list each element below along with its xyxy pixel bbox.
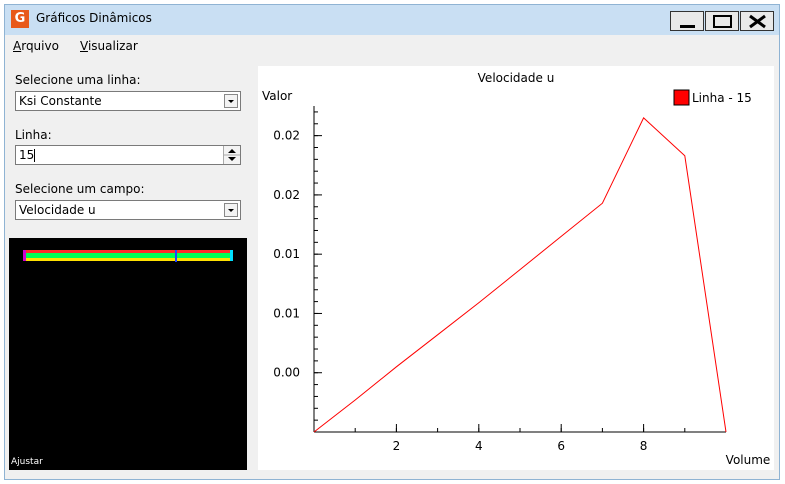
line-type-select[interactable]: Ksi Constante <box>15 91 241 111</box>
text-cursor <box>34 149 35 162</box>
field-select-label: Selecione um campo: <box>15 182 145 196</box>
chart-area: Velocidade u Valor Volume 2 4 6 8 0.02 0.02 0.01 0… <box>258 66 774 470</box>
x-tick-label: 8 <box>640 439 648 453</box>
y-tick-label: 0.02 <box>273 188 300 202</box>
series-line <box>313 117 727 433</box>
line-number-value: 15 <box>19 148 35 162</box>
menu-visualizar[interactable]: Visualizar <box>80 39 138 53</box>
y-tick-label: 0.00 <box>273 366 300 380</box>
selected-line-marker <box>175 250 177 262</box>
chart-title: Velocidade u <box>478 71 555 85</box>
y-tick-label: 0.02 <box>273 129 300 143</box>
app-window: G Gráficos Dinâmicos Arquivo Visualizar … <box>4 4 780 480</box>
x-tick-label: 6 <box>557 439 565 453</box>
field-select[interactable]: Velocidade u <box>15 200 241 220</box>
window-title: Gráficos Dinâmicos <box>36 11 152 25</box>
chevron-down-icon[interactable] <box>224 203 238 217</box>
line-chart: Velocidade u Valor Volume 2 4 6 8 0.02 0.02 0.01 0… <box>262 71 771 467</box>
y-tick-label: 0.01 <box>273 247 300 261</box>
stepper-buttons[interactable] <box>223 146 240 164</box>
y-tick-label: 0.01 <box>273 306 300 320</box>
mesh-line-strip <box>23 250 233 262</box>
legend-label: Linha - 15 <box>692 91 752 105</box>
title-bar[interactable]: G Gráficos Dinâmicos <box>5 5 779 35</box>
line-number-stepper[interactable]: 15 <box>15 145 241 165</box>
menu-bar: Arquivo Visualizar <box>5 35 779 57</box>
minimize-button[interactable] <box>670 11 704 31</box>
menu-arquivo[interactable]: Arquivo <box>13 39 59 53</box>
x-tick-label: 4 <box>475 439 483 453</box>
legend-swatch <box>673 89 690 106</box>
y-axis-label: Valor <box>262 89 292 103</box>
line-preview-canvas[interactable]: Ajustar <box>9 238 247 470</box>
x-axis-label: Volume <box>726 453 771 467</box>
line-type-value: Ksi Constante <box>19 94 102 108</box>
field-value: Velocidade u <box>19 203 96 217</box>
x-tick-label: 2 <box>393 439 401 453</box>
close-button[interactable] <box>740 11 774 31</box>
line-select-label: Selecione uma linha: <box>15 73 141 87</box>
adjust-label[interactable]: Ajustar <box>11 457 43 467</box>
stepper-down-icon <box>228 157 236 161</box>
chevron-down-icon[interactable] <box>224 94 238 108</box>
app-logo-icon: G <box>11 10 29 28</box>
line-label: Linha: <box>15 128 52 142</box>
maximize-button[interactable] <box>705 11 739 31</box>
stepper-up-icon <box>228 149 236 153</box>
